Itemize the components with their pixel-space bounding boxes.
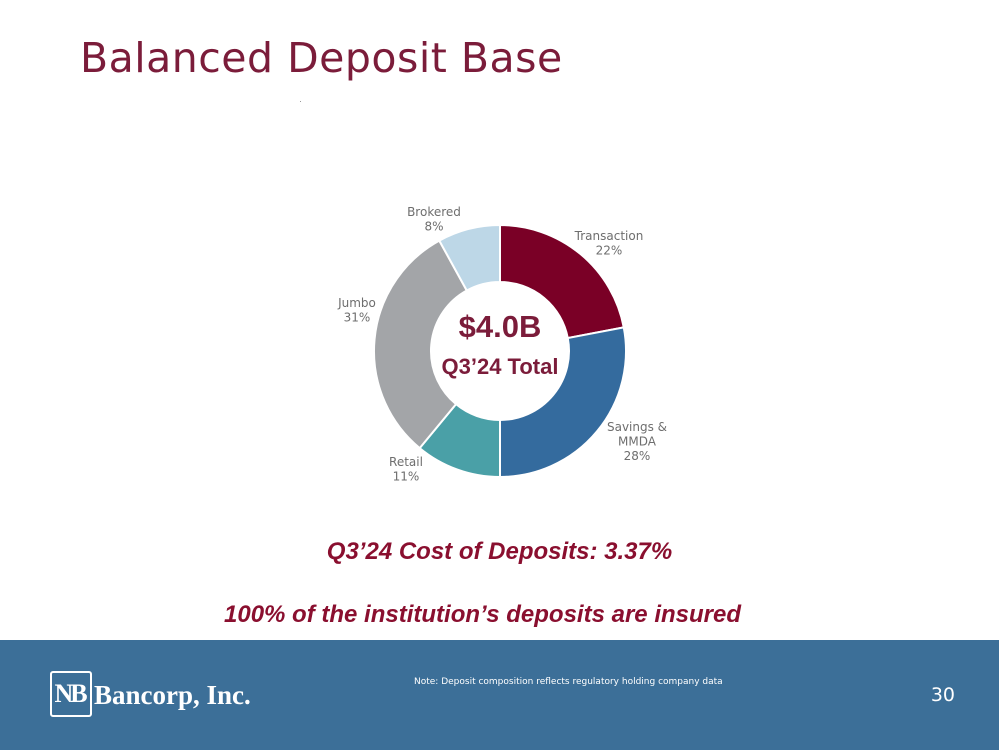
donut-slice-jumbo: [373, 239, 469, 450]
slice-value-label: 28%: [624, 449, 651, 463]
slice-value-label: 31%: [344, 311, 371, 325]
slide-title: Balanced Deposit Base: [80, 34, 563, 82]
slice-value-label: 8%: [424, 220, 443, 234]
cost-of-deposits-stat: Q3’24 Cost of Deposits: 3.37%: [326, 538, 673, 565]
slice-label: Transaction 22%: [574, 229, 644, 258]
slice-label: Retail 11%: [389, 455, 423, 484]
slice-label: Jumbo 31%: [337, 296, 376, 325]
slice-category-label: Transaction: [574, 229, 644, 243]
slice-category-label: Savings &: [607, 420, 667, 434]
footer-bar: [0, 640, 999, 750]
logo-wordmark: Bancorp, Inc.: [94, 679, 251, 710]
slice-label: Brokered 8%: [407, 205, 461, 234]
decorative-dot: [300, 101, 301, 102]
donut-slice-transaction: [499, 223, 625, 340]
slice-category-label: Retail: [389, 455, 423, 469]
slice-category-label: Jumbo: [337, 296, 376, 310]
donut-center-amount: $4.0B: [459, 309, 542, 344]
slice-value-label: 11%: [393, 470, 420, 484]
slice-category-label: Brokered: [407, 205, 461, 219]
deposit-composition-donut-chart: Transaction 22% Savings & MMDA 28% Retail 11% J…: [337, 205, 667, 484]
company-logo: NB Bancorp, Inc.: [50, 669, 251, 719]
page-number: 30: [930, 684, 955, 706]
slice-value-label: 22%: [596, 244, 623, 258]
donut-slice-brokered: [437, 223, 501, 292]
slice-category-label: MMDA: [618, 435, 657, 449]
logo-mark: NB: [50, 671, 92, 717]
insured-deposits-statement: 100% of the institution’s deposits are i…: [224, 601, 741, 628]
footnote: Note: Deposit composition reflects regul…: [414, 677, 723, 687]
donut-center-period: Q3’24 Total: [442, 354, 559, 379]
donut-slice-savings-mmda: [499, 326, 627, 479]
slice-label: Savings & MMDA 28%: [607, 420, 667, 463]
